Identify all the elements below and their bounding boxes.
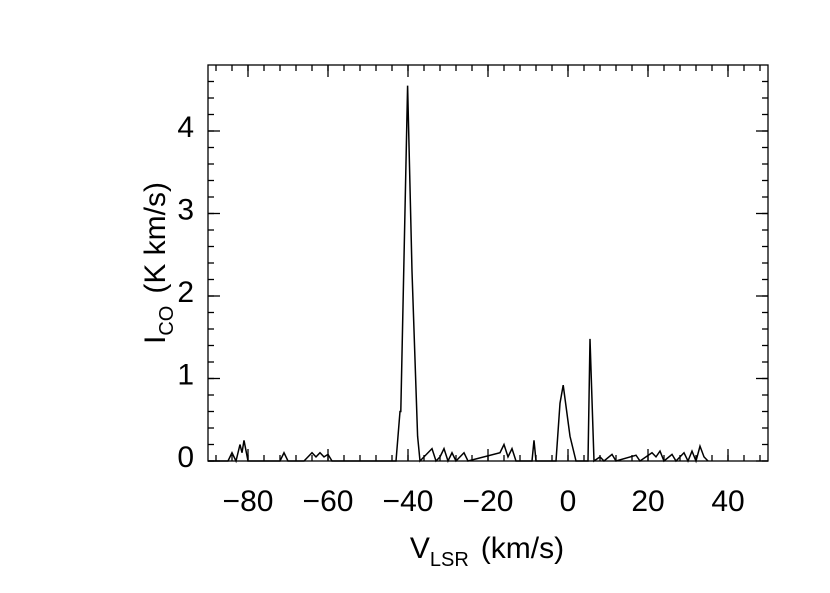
- y-tick-label: 2: [177, 276, 194, 309]
- y-tick-label: 1: [177, 358, 194, 391]
- x-axis-label: VLSR (km/s): [410, 532, 564, 571]
- y-axis-label: ICO (K km/s): [139, 182, 178, 344]
- x-tick-label: −80: [223, 485, 274, 518]
- y-tick-label: 3: [177, 193, 194, 226]
- x-tick-label: −40: [383, 485, 434, 518]
- x-tick-label: −60: [303, 485, 354, 518]
- y-label-rest: (K km/s): [139, 182, 172, 294]
- x-label-main: V: [410, 532, 430, 565]
- spectrum-line: [208, 85, 709, 464]
- x-tick-label: 0: [560, 485, 577, 518]
- x-tick-label: −20: [463, 485, 514, 518]
- x-label-sub: LSR: [430, 549, 469, 571]
- y-label-sub: CO: [156, 306, 178, 336]
- plot-frame: [207, 64, 769, 462]
- x-label-rest: (km/s): [481, 532, 564, 565]
- y-label-main: I: [139, 336, 172, 344]
- x-tick-label: 20: [631, 485, 664, 518]
- x-tick-label: 40: [711, 485, 744, 518]
- y-tick-label: 0: [177, 441, 194, 474]
- y-tick-label: 4: [177, 111, 194, 144]
